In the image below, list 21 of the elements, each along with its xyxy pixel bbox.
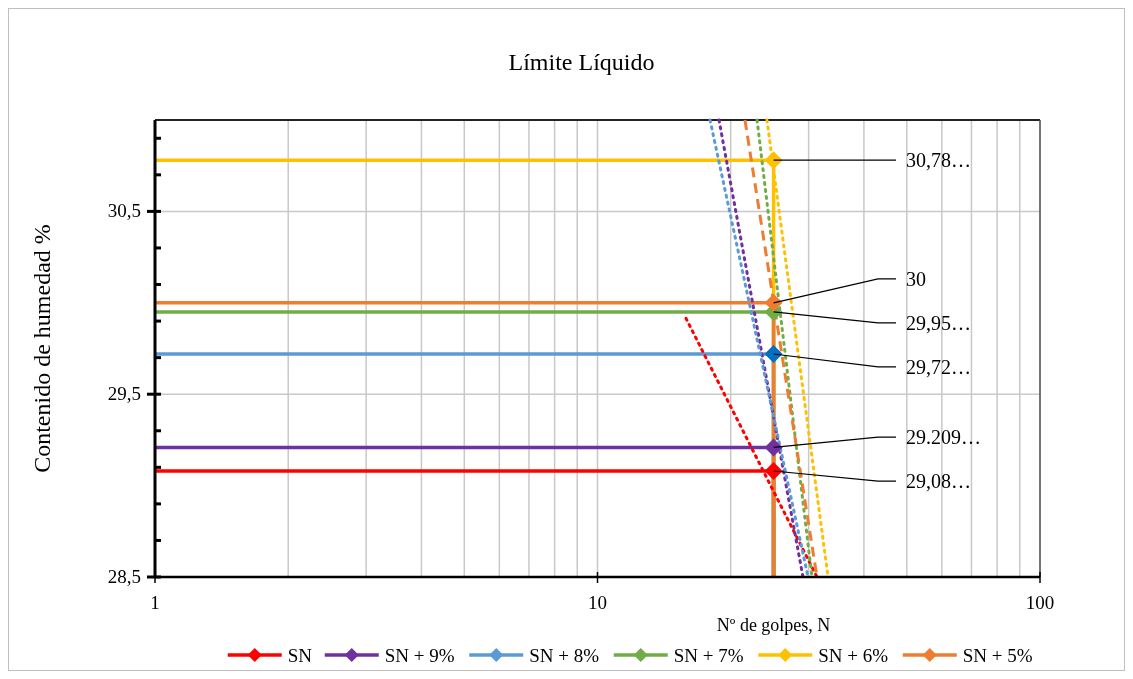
chart-title: Límite Líquido — [508, 49, 655, 75]
data-label: 29,72… — [906, 355, 971, 378]
x-tick-label: 10 — [588, 592, 607, 613]
data-label: 30 — [906, 267, 926, 290]
legend-label: SN + 6% — [818, 645, 889, 666]
legend-label: SN + 5% — [962, 645, 1033, 666]
x-tick-label: 1 — [150, 592, 160, 613]
legend-label: SN + 9% — [384, 645, 455, 666]
data-label: 30,78… — [906, 149, 971, 172]
legend-label: SN — [287, 645, 313, 666]
data-label: 29.209… — [906, 426, 981, 449]
y-tick-label: 29,5 — [107, 383, 141, 405]
y-tick-label: 30,5 — [107, 200, 141, 222]
legend-label: SN + 7% — [673, 645, 744, 666]
data-label: 29,08… — [906, 470, 971, 493]
y-tick-label: 28,5 — [107, 566, 141, 587]
y-axis-title: Contenido de humedad % — [29, 224, 55, 473]
legend-label: SN + 8% — [529, 645, 600, 666]
data-label: 29,95… — [906, 311, 971, 334]
x-tick-label: 100 — [1025, 592, 1055, 613]
x-axis-title: Nº de golpes, N — [716, 615, 831, 635]
